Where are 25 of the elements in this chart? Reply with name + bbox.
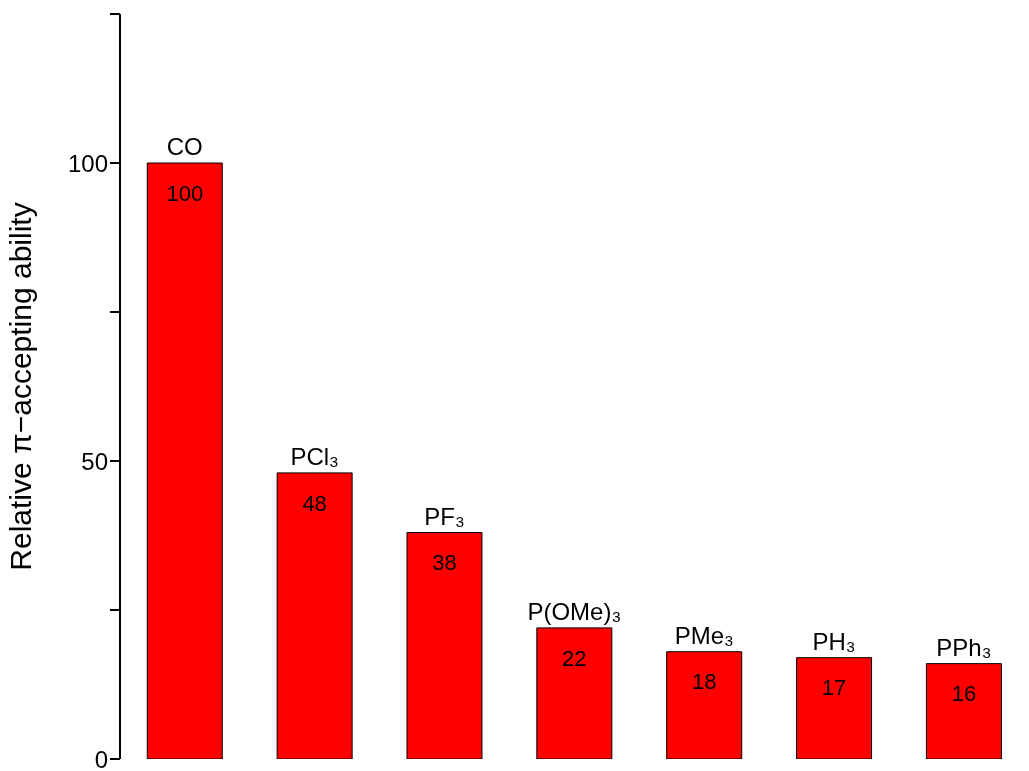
bar [666,651,743,759]
data-label: 22 [562,645,587,671]
bar [925,663,1002,759]
y-tick-label: 0 [94,745,108,771]
x-tick-label: PF₃ [424,502,465,530]
bar [536,627,613,759]
y-axis-title: Relative π−accepting ability [3,202,37,571]
data-label: 18 [691,669,717,695]
bar [406,532,483,759]
x-tick-label: PMe₃ [674,621,734,649]
y-tick-label: 100 [67,149,108,177]
data-label: 48 [302,490,327,516]
y-tick-label: 50 [81,447,108,475]
data-label: 100 [166,180,204,206]
bar [796,657,873,759]
x-tick-label: PPh₃ [936,633,992,661]
data-label: 17 [821,675,847,701]
x-tick-label: PCl₃ [290,442,339,470]
bar [146,162,223,759]
data-label: 38 [432,550,457,576]
x-tick-label: P(OMe)₃ [527,597,622,625]
bar [276,472,353,759]
x-tick-label: CO [166,133,203,160]
data-label: 16 [951,681,977,707]
x-tick-label: PH₃ [812,627,856,655]
